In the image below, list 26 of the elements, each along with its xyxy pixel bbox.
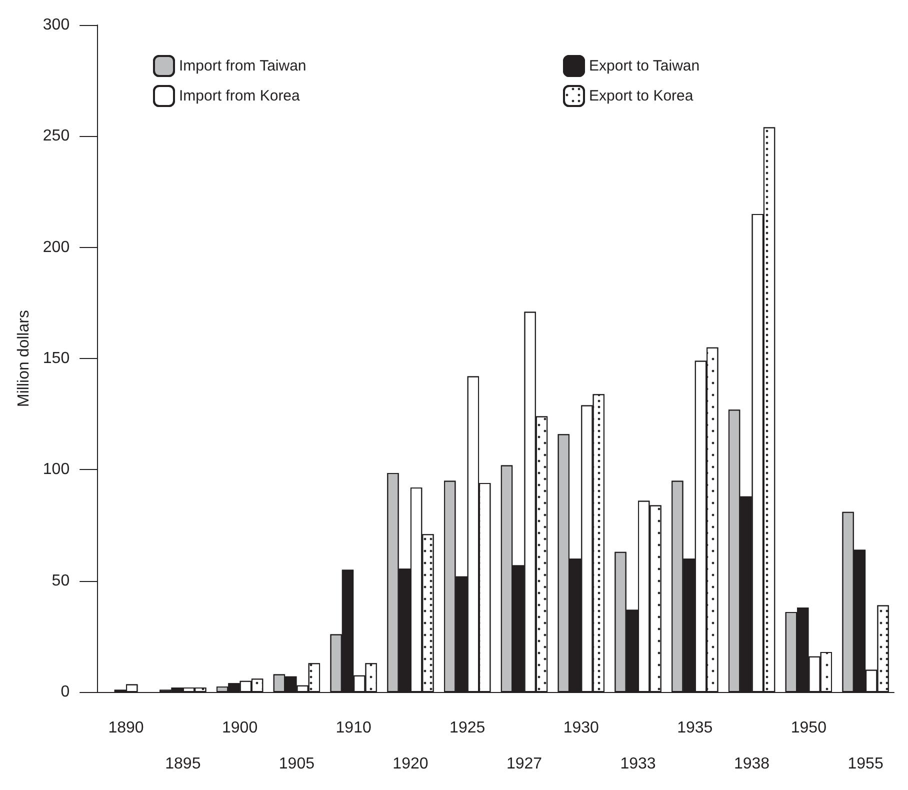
legend-label: Import from Taiwan (179, 58, 306, 74)
x-tick-label: 1905 (278, 756, 315, 772)
x-tick-label: 1927 (506, 756, 542, 772)
x-tick-label: 1930 (563, 720, 600, 736)
x-tick-label: 1955 (848, 756, 884, 772)
x-tick-label: 1920 (392, 756, 428, 772)
x-tick-label: 1933 (620, 756, 656, 772)
x-tick-label: 1910 (336, 720, 372, 736)
y-tick-label: 0 (60, 684, 70, 700)
legend-label: Export to Korea (589, 88, 694, 104)
x-tick-label: 1938 (734, 756, 770, 772)
x-tick-label: 1925 (450, 720, 486, 736)
y-tick-label: 100 (42, 461, 70, 478)
y-tick-label: 200 (42, 238, 70, 256)
y-axis-title: Million dollars (16, 310, 32, 407)
y-tick-label: 50 (52, 572, 70, 590)
y-tick-label: 250 (42, 128, 70, 145)
x-tick-label: 1950 (790, 720, 827, 736)
x-tick-label: 1935 (677, 720, 713, 736)
legend-label: Import from Korea (179, 88, 301, 104)
x-tick-label: 1900 (222, 720, 258, 736)
x-tick-label: 1895 (165, 756, 201, 772)
legend-label: Export to Taiwan (589, 58, 700, 74)
y-tick-label: 300 (42, 16, 70, 34)
y-tick-label: 150 (42, 350, 70, 367)
x-tick-label: 1890 (108, 720, 144, 736)
